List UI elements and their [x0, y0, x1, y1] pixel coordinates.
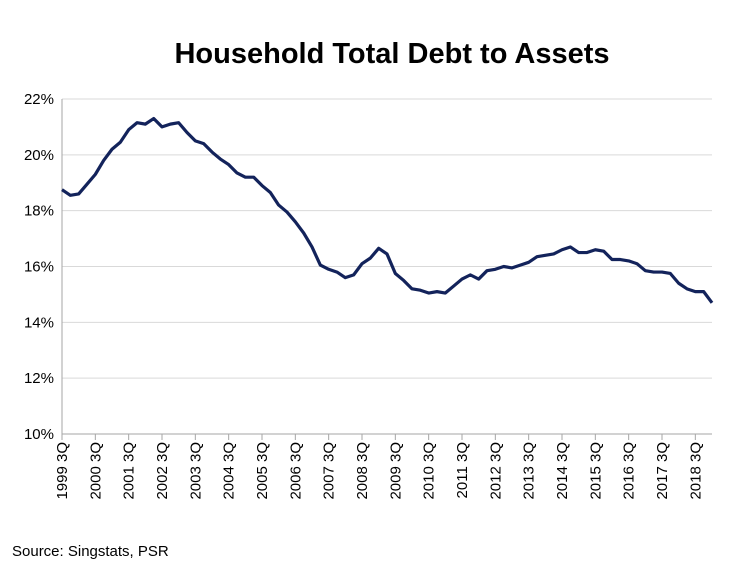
x-tick-label: 2000 3Q [87, 442, 104, 500]
data-line [61, 116, 714, 304]
x-tick-label: 2008 3Q [354, 442, 371, 500]
x-tick-label: 2018 3Q [687, 442, 704, 500]
y-tick-label: 14% [24, 314, 54, 331]
y-tick-label: 10% [24, 426, 54, 443]
chart-title: Household Total Debt to Assets [174, 38, 609, 70]
y-tick-label: 20% [24, 147, 54, 164]
x-tick-label: 2010 3Q [421, 442, 438, 500]
x-tick-label: 2014 3Q [554, 442, 571, 500]
x-tick-label: 2002 3Q [154, 442, 171, 500]
x-tick-label: 2001 3Q [121, 442, 138, 500]
x-tick-label: 2005 3Q [254, 442, 271, 500]
x-tick-label: 2004 3Q [221, 442, 238, 500]
x-tick-label: 2016 3Q [621, 442, 638, 500]
y-tick-label: 22% [24, 91, 54, 108]
y-tick-label: 18% [24, 203, 54, 220]
x-tick-label: 2009 3Q [387, 442, 404, 500]
x-tick-label: 2013 3Q [521, 442, 538, 500]
source-note: Source: Singstats, PSR [12, 543, 169, 560]
x-tick-label: 2015 3Q [587, 442, 604, 500]
x-tick-label: 2017 3Q [654, 442, 671, 500]
x-tick-label: 2011 3Q [454, 442, 471, 498]
x-tick-label: 1999 3Q [54, 442, 71, 500]
x-tick-label: 2006 3Q [287, 442, 304, 500]
y-tick-label: 16% [24, 259, 54, 276]
x-tick-label: 2003 3Q [187, 442, 204, 500]
x-tick-label: 2007 3Q [321, 442, 338, 500]
y-tick-label: 12% [24, 370, 54, 387]
x-tick-label: 2012 3Q [487, 442, 504, 500]
